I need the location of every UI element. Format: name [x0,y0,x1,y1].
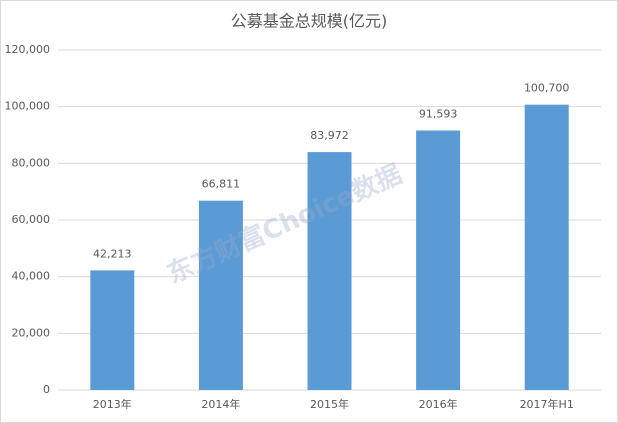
value-label: 42,213 [93,247,132,260]
y-tick-label: 20,000 [12,326,51,339]
bar [90,270,135,390]
x-tick-label: 2017年H1 [520,397,574,411]
bar [198,200,243,390]
chart-title: 公募基金总规模(亿元) [231,12,388,31]
value-label: 83,972 [310,129,349,142]
y-tick-label: 120,000 [5,43,51,56]
value-label: 100,700 [524,82,570,95]
bar [307,152,352,390]
x-tick-label: 2014年 [201,397,240,411]
y-tick-label: 100,000 [5,100,51,113]
x-tick-label: 2013年 [93,397,132,411]
x-tick-label: 2015年 [310,397,349,411]
y-tick-label: 60,000 [12,213,51,226]
value-label: 91,593 [419,107,458,120]
bar [524,104,569,390]
y-tick-label: 80,000 [12,156,51,169]
x-tick-label: 2016年 [419,397,458,411]
y-tick-label: 40,000 [12,270,51,283]
y-tick-label: 0 [43,383,50,396]
bar [416,130,461,390]
value-label: 66,811 [202,178,241,191]
